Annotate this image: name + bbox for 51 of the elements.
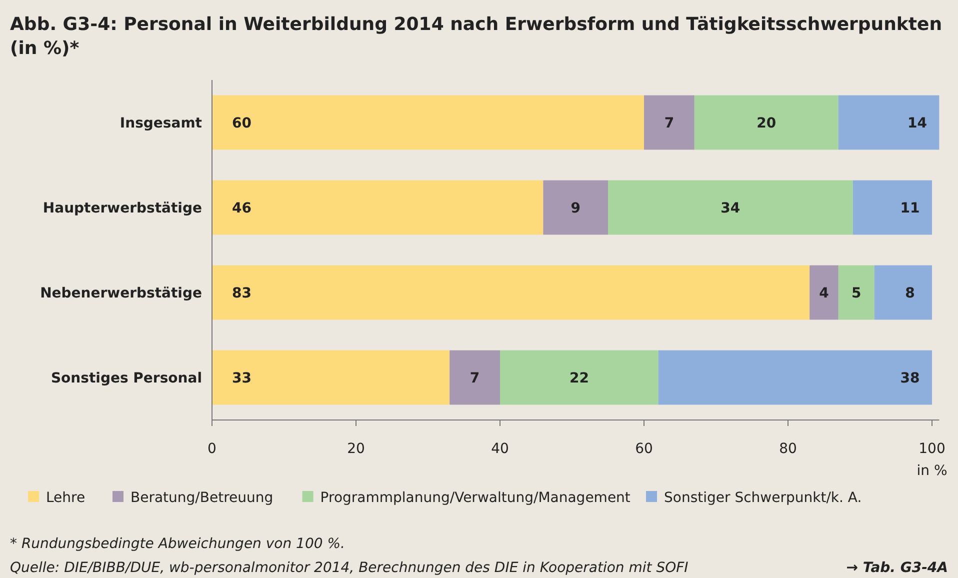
data-label: 22	[569, 370, 589, 386]
bar	[852, 180, 932, 235]
y-tick-label: Insgesamt	[120, 116, 202, 132]
legend-label: Lehre	[46, 490, 86, 506]
bar	[212, 180, 544, 235]
data-label: 11	[900, 200, 920, 216]
data-label: 46	[232, 200, 252, 216]
data-label: 33	[232, 370, 252, 386]
y-tick-label: Sonstiges Personal	[50, 370, 202, 386]
data-label: 7	[664, 116, 674, 132]
legend-label: Programmplanung/Verwaltung/Management	[320, 490, 631, 506]
x-tick-label: 0	[208, 441, 216, 457]
bar	[658, 350, 932, 405]
text: * Rundungsbedingte Abweichungen von 100 %.	[10, 536, 345, 552]
bar	[450, 350, 500, 405]
data-label: 7	[470, 370, 480, 386]
x-tick-label: 80	[779, 441, 797, 457]
x-tick-label: 60	[635, 441, 653, 457]
bar	[212, 265, 810, 320]
data-label: 4	[819, 286, 830, 302]
bar	[810, 265, 838, 320]
data-label: 5	[852, 286, 862, 302]
data-label: 60	[232, 116, 252, 132]
data-label: 34	[720, 200, 740, 216]
bar	[500, 350, 658, 405]
data-label: 38	[900, 370, 920, 386]
bar	[838, 265, 874, 320]
legend-label: Beratung/Betreuung	[130, 490, 274, 506]
x-axis-title: in %	[916, 463, 948, 479]
data-label: 9	[570, 200, 580, 216]
data-label: 14	[907, 116, 928, 132]
y-tick-label: Haupterwerbstätige	[42, 200, 202, 216]
source-note: Quelle: DIE/BIBB/DUE, wb-personalmonitor 2014, Berechnungen des DIE in Kooperation mit SOFI	[10, 560, 688, 576]
x-tick-label: 20	[347, 441, 365, 457]
chart-title: Abb. G3-4: Personal in Weiterbildung 2014 nach Erwerbsform und Tätigkeitsschwerpunkten (in %)*	[10, 14, 942, 59]
bar	[874, 265, 932, 320]
x-tick-label: 40	[491, 441, 509, 457]
bar	[212, 95, 644, 150]
y-tick-label: Nebenerwerbstätige	[40, 286, 202, 302]
x-tick-label: 100	[918, 441, 946, 457]
bar	[838, 95, 940, 150]
bar	[212, 350, 450, 405]
bar	[543, 180, 608, 235]
legend-label: Sonstiger Schwerpunkt/k. A.	[664, 490, 862, 506]
data-label: 8	[905, 286, 915, 302]
data-label: 83	[232, 286, 252, 302]
text: → Tab. G3-4A	[846, 560, 948, 576]
bar	[644, 95, 694, 150]
bar	[608, 180, 853, 235]
data-label: 20	[756, 116, 776, 132]
bar	[694, 95, 838, 150]
